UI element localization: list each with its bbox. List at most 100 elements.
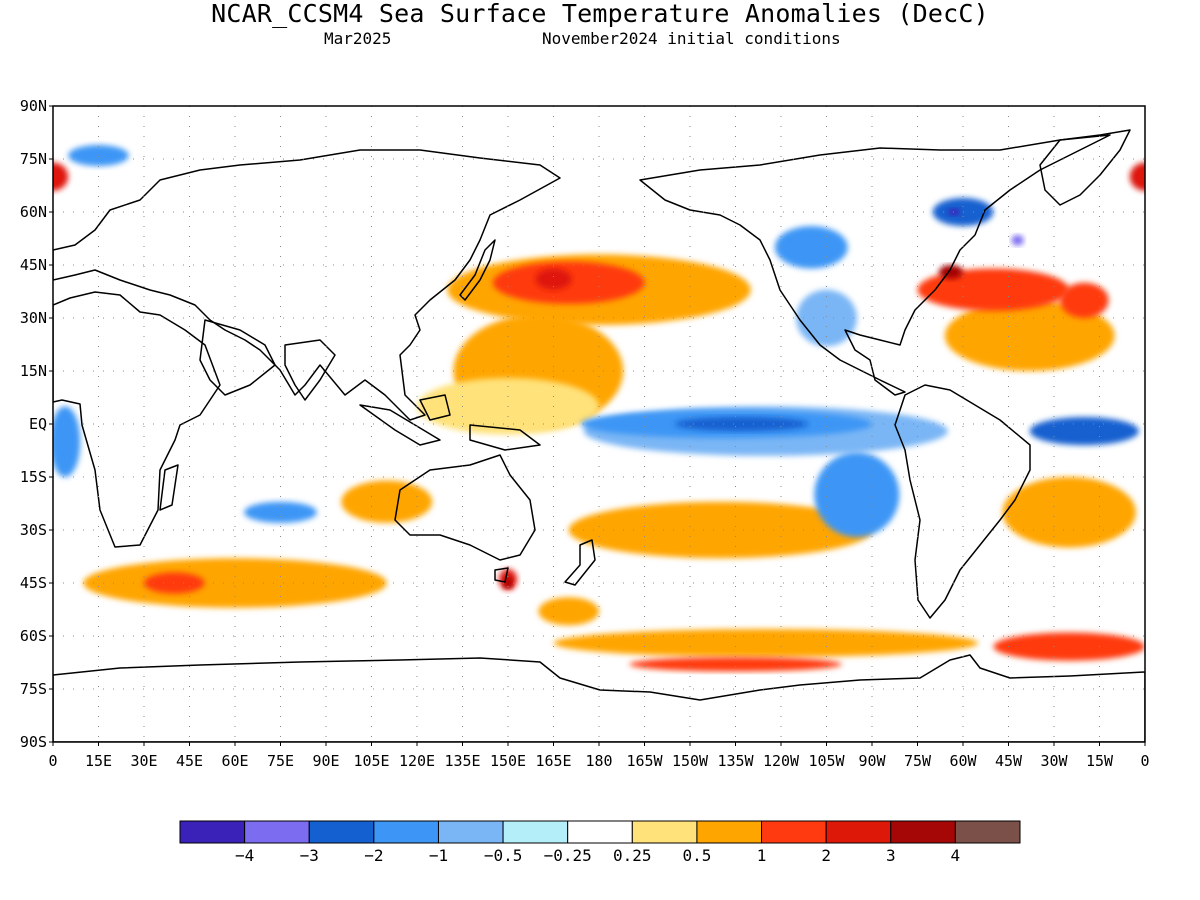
lon-tick-label: 135W xyxy=(717,752,754,770)
tasmania-landmass xyxy=(494,567,509,583)
colorbar-swatch xyxy=(825,820,892,844)
lon-tick-label: 120E xyxy=(399,752,435,770)
colorbar-label: −3 xyxy=(300,846,319,865)
anomaly-region xyxy=(144,572,205,594)
anomaly-region xyxy=(917,268,1070,311)
lon-tick-label: 165W xyxy=(626,752,663,770)
lat-tick-label: 60S xyxy=(20,627,47,645)
lon-tick-label: 120W xyxy=(763,752,800,770)
anomaly-region xyxy=(993,632,1145,661)
lon-tick-label: 0 xyxy=(48,752,57,770)
colorbar-swatch xyxy=(373,820,439,844)
lon-tick-label: 60E xyxy=(221,752,248,770)
colorbar-label: −2 xyxy=(364,846,383,865)
lon-tick-label: 180 xyxy=(585,752,612,770)
anomaly-region xyxy=(244,501,317,523)
anomaly-region xyxy=(83,558,387,608)
figure-title: NCAR_CCSM4 Sea Surface Temperature Anoma… xyxy=(211,0,989,28)
valid-month-label: Mar2025 xyxy=(324,29,392,48)
colorbar-label: 1 xyxy=(757,846,767,865)
india-landmass xyxy=(284,339,336,401)
lat-tick-label: 75N xyxy=(20,150,47,168)
colorbar-label: −0.25 xyxy=(544,846,592,865)
colorbar-label: −0.5 xyxy=(484,846,523,865)
lon-tick-label: 75E xyxy=(267,752,294,770)
anomaly-region xyxy=(674,416,809,432)
anomaly-region xyxy=(1129,162,1145,191)
indonesia-landmass xyxy=(359,394,541,451)
anomaly-region xyxy=(553,629,979,658)
anomaly-region xyxy=(1011,235,1024,246)
colorbar-swatch xyxy=(631,820,698,844)
lon-tick-label: 15E xyxy=(85,752,112,770)
madagascar-landmass xyxy=(159,464,179,511)
anomaly-region xyxy=(1002,477,1136,548)
japan-landmass xyxy=(459,239,496,301)
antarctica-landmass xyxy=(53,654,1145,742)
africa-landmass xyxy=(53,291,221,548)
anomaly-region xyxy=(629,657,842,672)
colorbar-swatch xyxy=(308,820,375,844)
lat-tick-label: 45S xyxy=(20,574,47,592)
lon-tick-label: 75W xyxy=(904,752,932,770)
colorbar-swatch xyxy=(567,820,633,844)
lat-tick-label: 90N xyxy=(20,97,47,115)
anomaly-region xyxy=(1060,282,1109,318)
lon-tick-label: 30W xyxy=(1040,752,1068,770)
latitude-axis: 90N 75N 60N 45N 30N 15N EQ 15S 30S 45S 60S 75S 90S xyxy=(20,97,53,751)
australia-landmass xyxy=(394,454,536,561)
colorbar-swatch xyxy=(890,820,956,844)
colorbar: −4 −3 −2 −1 −0.5 −0.25 0.25 0.5 1 2 3 4 xyxy=(179,820,1021,865)
colorbar-label: 0.25 xyxy=(613,846,652,865)
arabia-landmass xyxy=(199,319,276,396)
lat-tick-label: 15S xyxy=(20,468,47,486)
colorbar-label: 3 xyxy=(886,846,896,865)
colorbar-label: −4 xyxy=(235,846,254,865)
colorbar-label: 4 xyxy=(951,846,961,865)
greenland-landmass xyxy=(1039,129,1131,206)
colorbar-swatch xyxy=(502,820,569,844)
lat-tick-label: EQ xyxy=(29,415,47,433)
colorbar-label: −1 xyxy=(429,846,448,865)
anomaly-region xyxy=(774,226,848,269)
lon-tick-label: 0 xyxy=(1140,752,1149,770)
lat-tick-label: 60N xyxy=(20,203,47,221)
lat-tick-label: 30N xyxy=(20,309,47,327)
lat-tick-label: 90S xyxy=(20,733,47,751)
lon-tick-label: 15W xyxy=(1086,752,1114,770)
colorbar-swatch xyxy=(954,820,1021,844)
lon-tick-label: 150E xyxy=(490,752,526,770)
new-zealand-landmass xyxy=(564,539,596,586)
lon-tick-label: 45E xyxy=(176,752,203,770)
anomaly-region xyxy=(53,406,81,477)
colorbar-swatch xyxy=(244,820,310,844)
colorbar-label: 0.5 xyxy=(682,846,711,865)
graticule xyxy=(53,106,1145,742)
anomaly-region xyxy=(796,289,857,347)
lon-tick-label: 90E xyxy=(312,752,339,770)
lon-tick-label: 105E xyxy=(353,752,389,770)
colorbar-label: 2 xyxy=(821,846,831,865)
lon-tick-label: 105W xyxy=(808,752,845,770)
anomaly-region xyxy=(814,452,900,538)
anomaly-region xyxy=(535,268,572,290)
lon-tick-label: 90W xyxy=(858,752,886,770)
colorbar-swatch xyxy=(696,820,763,844)
anomaly-region xyxy=(1029,417,1139,446)
anomaly-region xyxy=(341,480,433,523)
anomaly-region xyxy=(68,144,129,167)
lon-tick-label: 150W xyxy=(672,752,709,770)
anomaly-region xyxy=(53,162,69,191)
colorbar-swatch xyxy=(761,820,827,844)
south-america-landmass xyxy=(894,384,1031,619)
colorbar-swatch xyxy=(437,820,504,844)
north-america-landmass xyxy=(639,134,1111,396)
lat-tick-label: 30S xyxy=(20,521,47,539)
colorbar-swatch xyxy=(179,820,246,844)
lat-tick-label: 15N xyxy=(20,362,47,380)
lat-tick-label: 45N xyxy=(20,256,47,274)
longitude-axis: 0 15E 30E 45E 60E 75E 90E 105E 120E 135E 150E 165E 1… xyxy=(48,742,1150,770)
lon-tick-label: 60W xyxy=(949,752,977,770)
